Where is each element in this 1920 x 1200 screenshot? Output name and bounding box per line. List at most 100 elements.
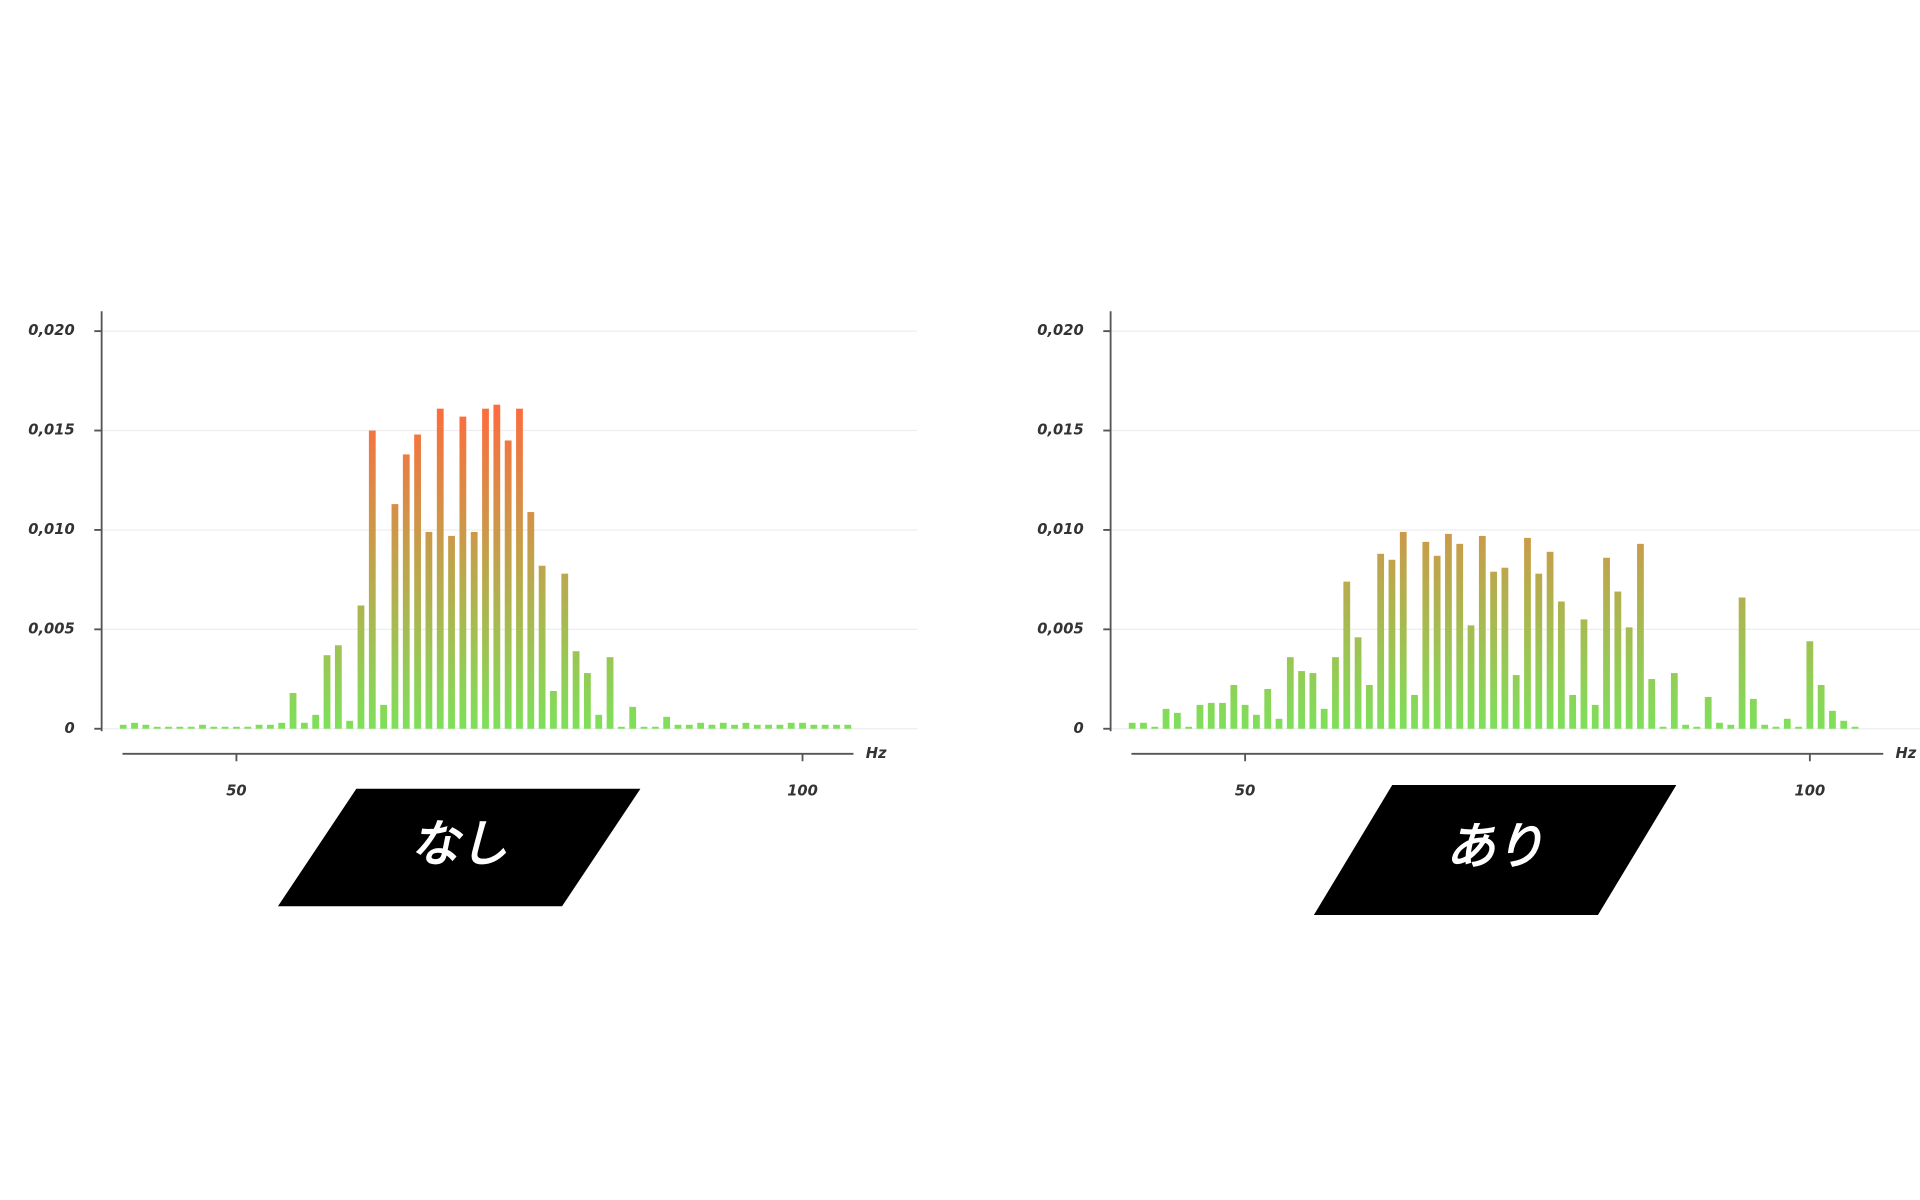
bar xyxy=(1806,641,1814,729)
bar xyxy=(142,724,150,729)
bar xyxy=(266,724,274,729)
y-tick-label: 0,015 xyxy=(28,421,74,438)
bar xyxy=(1670,673,1678,729)
bar xyxy=(1411,694,1418,729)
bar xyxy=(199,724,206,729)
bar xyxy=(210,726,218,729)
bar xyxy=(640,726,648,729)
bar xyxy=(357,605,365,729)
bar xyxy=(629,706,637,729)
bar xyxy=(436,408,444,729)
bar xyxy=(255,724,263,729)
x-tick-label: 50 xyxy=(1235,782,1255,799)
x-tick-label: 100 xyxy=(787,782,818,799)
bar xyxy=(1332,657,1339,729)
bar xyxy=(504,440,512,729)
bar xyxy=(1467,625,1475,729)
bar xyxy=(561,573,569,729)
bar xyxy=(334,645,342,729)
bar xyxy=(663,716,671,729)
bar xyxy=(1569,694,1577,729)
bar xyxy=(119,724,127,729)
bar xyxy=(1659,726,1667,729)
y-tick-label: 0 xyxy=(64,720,74,737)
bar xyxy=(233,726,240,729)
bar xyxy=(527,512,535,729)
bar xyxy=(165,726,172,729)
bar xyxy=(1185,726,1193,729)
y-tick-label: 0,010 xyxy=(1037,521,1083,538)
bar xyxy=(1603,557,1610,729)
bar xyxy=(1738,597,1746,729)
bar xyxy=(674,724,682,729)
bar xyxy=(538,565,546,729)
y-tick-label: 0,005 xyxy=(28,620,74,637)
bar xyxy=(244,726,252,729)
bar xyxy=(1637,543,1644,729)
bar xyxy=(1727,724,1735,729)
x-tick-label: 100 xyxy=(1795,782,1826,799)
bar xyxy=(742,722,750,729)
x-axis-label: Hz xyxy=(1896,745,1917,762)
y-tick-label: 0,020 xyxy=(28,322,74,339)
bar xyxy=(1501,567,1509,729)
bar xyxy=(1320,708,1328,729)
bar xyxy=(470,531,478,729)
bar xyxy=(1614,591,1622,729)
bar xyxy=(617,726,625,729)
bar xyxy=(753,724,761,729)
y-tick-label: 0,015 xyxy=(1037,421,1083,438)
bar xyxy=(380,704,388,729)
bar xyxy=(1128,722,1136,729)
bar xyxy=(595,714,603,729)
bar xyxy=(572,651,580,729)
bar xyxy=(289,692,297,729)
bar xyxy=(1253,714,1260,729)
bar xyxy=(1219,702,1226,729)
y-tick-label: 0 xyxy=(1073,720,1083,737)
bar xyxy=(1151,726,1159,729)
bar xyxy=(1580,619,1588,729)
caption: あり xyxy=(1446,817,1544,876)
bar xyxy=(1829,710,1836,729)
bar xyxy=(697,722,705,729)
bar xyxy=(187,726,195,729)
bar xyxy=(1704,696,1712,729)
bar xyxy=(1478,535,1486,729)
bar xyxy=(1817,685,1825,729)
bar xyxy=(719,722,727,729)
bar xyxy=(1422,541,1430,729)
bar xyxy=(300,722,308,729)
bar xyxy=(810,724,818,729)
bar xyxy=(1490,571,1497,729)
x-tick-label: 50 xyxy=(226,782,246,799)
bar xyxy=(1354,637,1362,729)
bar xyxy=(1241,704,1249,729)
bar xyxy=(1716,722,1723,729)
bar xyxy=(1546,551,1554,729)
bar xyxy=(1388,559,1396,729)
bar xyxy=(799,722,806,729)
bar xyxy=(1275,718,1283,729)
bar xyxy=(1399,531,1407,729)
bar xyxy=(765,724,772,729)
bar xyxy=(1840,720,1848,729)
bar xyxy=(131,722,138,729)
bar xyxy=(493,404,501,729)
bar xyxy=(1298,671,1305,729)
bar xyxy=(346,720,354,729)
bar xyxy=(221,726,229,729)
bar xyxy=(1456,543,1464,729)
bar xyxy=(425,531,433,729)
bar xyxy=(516,408,523,729)
bar xyxy=(787,722,795,729)
caption-box xyxy=(277,788,641,907)
bar xyxy=(153,726,161,729)
bar xyxy=(1286,657,1294,729)
bar xyxy=(402,454,410,729)
bar xyxy=(1140,722,1147,729)
bar xyxy=(1693,726,1701,729)
bar xyxy=(176,726,184,729)
